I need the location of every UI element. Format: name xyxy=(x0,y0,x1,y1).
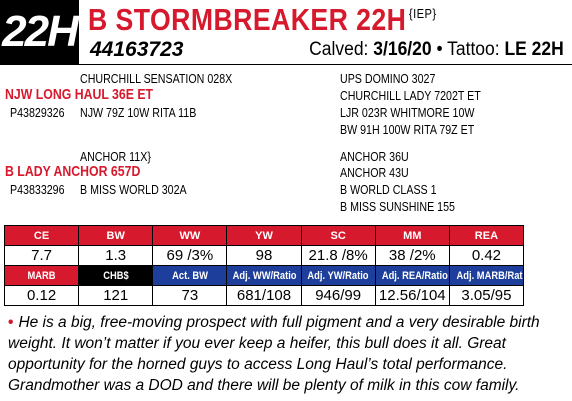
epd-value-adj-rea: 12.56/104 xyxy=(374,285,450,306)
bull-name: B STORMBREAKER 22H {IEP} xyxy=(88,2,437,38)
calved-label: Calved: xyxy=(309,39,369,60)
lot-number: 22H xyxy=(0,0,79,64)
epd-header-rea: REA xyxy=(448,225,525,246)
epd-value-ce: 7.7 xyxy=(3,245,80,266)
epd-value-chb: 121 xyxy=(78,285,154,306)
epd-header-bw: BW xyxy=(78,225,154,246)
tattoo-label: Tattoo: xyxy=(447,39,500,60)
calved-date: 3/16/20 xyxy=(373,39,432,60)
epd-header-act-bw: Act. BW xyxy=(152,265,228,286)
epd-value-adj-yw: 946/99 xyxy=(300,285,376,306)
epd-header-mm: MM xyxy=(374,225,450,246)
registration-number: 44163723 xyxy=(90,38,184,61)
epd-table: CE BW WW YW SC MM REA 7.7 1.3 69 /3% 98 … xyxy=(3,225,525,306)
epd-header-adj-ww-text: Adj. WW/Ratio xyxy=(233,269,297,282)
dam-sire: ANCHOR 11X} xyxy=(80,149,151,164)
epd-header-marb-text: MARB xyxy=(27,269,56,282)
epd-header-sc: SC xyxy=(300,225,376,246)
epd-value-yw: 98 xyxy=(226,245,302,266)
epd-header-adj-marb: Adj. MARB/Ratio xyxy=(448,265,525,286)
epd-header-chb: CHB$ xyxy=(78,265,154,286)
epd-value-mm: 38 /2% xyxy=(374,245,450,266)
bull-name-text: B STORMBREAKER 22H xyxy=(88,2,407,37)
epd-header-act-bw-text: Act. BW xyxy=(171,269,208,282)
epd-header-adj-ww: Adj. WW/Ratio xyxy=(226,265,302,286)
bullet-icon: • xyxy=(8,314,14,331)
epd-header-adj-rea: Adj. REA/Ratio xyxy=(374,265,450,286)
separator: • xyxy=(436,39,443,60)
sire-dam: NJW 79Z 10W RITA 11B xyxy=(80,105,197,120)
epd-value-marb: 0.12 xyxy=(3,285,80,306)
calved-tattoo-line: Calved: 3/16/20 • Tattoo: LE 22H xyxy=(309,39,564,61)
dam-reg: P43833296 xyxy=(10,182,65,197)
epd-value-row-2: 0.12 121 73 681/108 946/99 12.56/104 3.0… xyxy=(3,285,525,306)
description-text: He is a big, free-moving prospect with f… xyxy=(8,314,540,394)
sire-name: NJW LONG HAUL 36E ET xyxy=(5,86,154,103)
epd-header-row-1: CE BW WW YW SC MM REA xyxy=(3,225,525,246)
pedigree-right-8: B MISS SUNSHINE 155 xyxy=(340,199,455,214)
pedigree-right-4: BW 91H 100W RITA 79Z ET xyxy=(340,122,475,137)
sire-reg: P43829326 xyxy=(10,105,65,120)
dam-name: B LADY ANCHOR 657D xyxy=(5,163,141,180)
epd-value-adj-marb: 3.05/95 xyxy=(448,285,525,306)
pedigree-right-6: ANCHOR 43U xyxy=(340,165,409,180)
epd-value-adj-ww: 681/108 xyxy=(226,285,302,306)
epd-header-ww: WW xyxy=(152,225,228,246)
epd-header-ce: CE xyxy=(3,225,80,246)
epd-header-row-2: MARB CHB$ Act. BW Adj. WW/Ratio Adj. YW/… xyxy=(3,265,525,286)
dam-dam: B MISS WORLD 302A xyxy=(80,182,187,197)
pedigree-right-5: ANCHOR 36U xyxy=(340,149,409,164)
breed-tag: {IEP} xyxy=(408,6,437,21)
epd-value-sc: 21.8 /8% xyxy=(300,245,376,266)
epd-header-marb: MARB xyxy=(3,265,80,286)
epd-value-row-1: 7.7 1.3 69 /3% 98 21.8 /8% 38 /2% 0.42 xyxy=(3,245,525,266)
tattoo-value: LE 22H xyxy=(504,39,564,60)
epd-header-chb-text: CHB$ xyxy=(102,269,129,282)
epd-value-bw: 1.3 xyxy=(78,245,154,266)
epd-value-ww: 69 /3% xyxy=(152,245,228,266)
epd-header-yw: YW xyxy=(226,225,302,246)
epd-value-act-bw: 73 xyxy=(152,285,228,306)
pedigree-right-3: LJR 023R WHITMORE 10W xyxy=(340,105,475,120)
epd-header-adj-rea-text: Adj. REA/Ratio xyxy=(381,269,448,282)
epd-header-adj-marb-text: Adj. MARB/Ratio xyxy=(456,269,524,282)
description-paragraph: • He is a big, free-moving prospect with … xyxy=(8,312,564,396)
sire-sire: CHURCHILL SENSATION 028X xyxy=(80,71,233,86)
header-divider xyxy=(0,64,572,65)
epd-header-adj-yw: Adj. YW/Ratio xyxy=(300,265,376,286)
epd-value-rea: 0.42 xyxy=(448,245,525,266)
pedigree-right-7: B WORLD CLASS 1 xyxy=(340,182,437,197)
epd-header-adj-yw-text: Adj. YW/Ratio xyxy=(307,269,369,282)
pedigree-right-2: CHURCHILL LADY 7202T ET xyxy=(340,88,481,103)
pedigree-right-1: UPS DOMINO 3027 xyxy=(340,71,436,86)
